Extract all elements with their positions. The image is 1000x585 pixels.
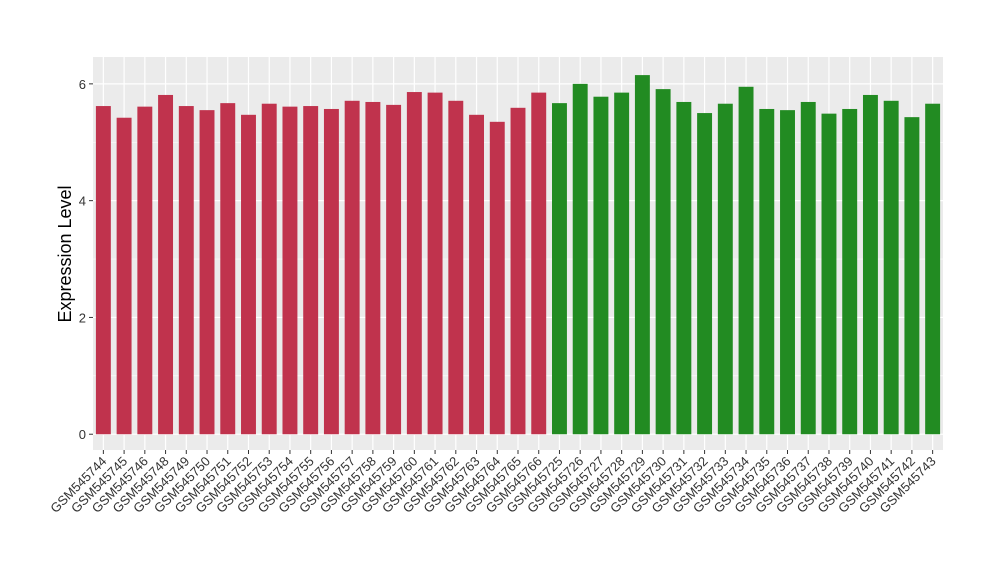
bar [800,101,816,435]
bar [531,92,547,435]
bar [904,117,920,435]
bar [862,94,878,435]
bar [593,96,609,435]
bar [365,101,381,435]
bar [178,106,194,435]
bar [220,103,236,435]
bar [842,108,858,435]
bar [614,92,630,435]
bar [925,103,941,435]
bar [821,113,837,435]
bar [448,100,464,435]
bar [552,103,567,435]
bar [759,108,775,435]
bar [323,108,339,435]
bar [697,113,713,435]
bar [386,104,402,435]
bar [158,94,174,435]
y-tick-label: 6 [79,77,86,92]
bar [469,114,484,435]
bar [717,103,733,435]
bar [780,110,795,435]
bar [116,117,132,435]
bar [634,75,650,435]
y-tick-label: 0 [79,427,86,442]
bar [655,89,671,435]
bar [241,114,256,435]
bar [303,106,319,435]
bar [883,100,899,435]
bar [572,83,588,435]
bar [199,110,215,435]
bar [137,106,153,435]
bar [427,92,443,435]
bar [406,92,422,435]
bar [261,103,277,435]
bar [95,106,111,435]
bar [510,107,526,435]
bar [676,101,692,435]
bar [344,100,360,435]
bar [738,86,754,435]
bar [489,121,505,435]
y-tick-label: 2 [79,310,86,325]
bar [282,106,298,435]
y-tick-label: 4 [79,194,86,209]
y-axis-title: Expression Level [55,185,75,322]
